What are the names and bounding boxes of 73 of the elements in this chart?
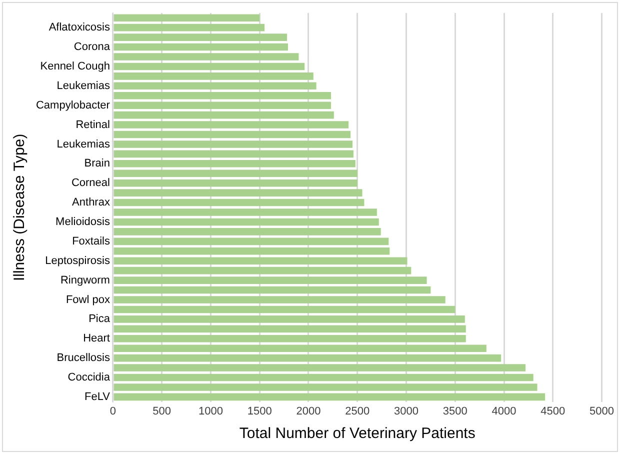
y-tick-label: Ringworm [60,274,110,286]
bar [114,160,356,168]
y-tick-label: Melioidosis [56,216,110,228]
bar [114,364,526,372]
bar [114,82,316,90]
bar [114,53,299,60]
bar [114,24,264,32]
bar [114,266,412,274]
x-tick-label: 1000 [198,405,223,418]
y-tick-label: Corneal [71,177,110,190]
x-tick-label: 1500 [247,405,272,418]
bar [114,140,352,148]
bar [114,198,364,206]
bar [114,276,427,284]
bar [114,62,305,70]
bar [114,130,351,138]
bar [114,14,260,22]
bar [114,121,349,128]
y-tick-label: FeLV [84,390,111,403]
y-tick-label: Pica [88,313,111,326]
bar [114,150,354,158]
bar [114,325,466,333]
bar [114,208,377,216]
bar [114,170,358,178]
y-tick-label: Leukemias [56,138,110,150]
bar [114,316,465,323]
y-tick-label: Campylobacter [36,99,110,112]
x-tick-label: 4500 [540,405,566,418]
y-tick-label: Anthrax [72,196,110,209]
bar [114,384,538,391]
x-tick-label: 500 [152,405,172,418]
bar [114,306,456,314]
bar [114,102,331,109]
bar [114,247,390,255]
y-tick-label: Brucellosis [56,352,110,364]
bar [114,354,502,362]
y-tick-label: Kennel Cough [40,60,110,72]
y-tick-label: Leptospirosis [45,254,110,267]
y-tick-label: Heart [83,332,110,345]
x-tick-label: 0 [110,405,116,418]
bar [114,344,486,352]
x-tick-label: 3500 [442,405,468,418]
bar [114,92,331,100]
y-tick-label: Coccidia [68,372,111,384]
x-tick-label: 4000 [492,405,516,418]
bar [114,218,379,226]
y-tick-label: Aflatoxicosis [48,22,110,34]
bar [114,334,466,342]
y-axis-title: Illness (Disease Type) [11,134,28,282]
y-tick-label: Brain [84,158,110,170]
y-tick-label: Retinal [76,118,110,131]
bar [114,238,389,246]
x-tick-label: 2000 [296,405,321,418]
y-tick-label: Leukemias [56,80,110,92]
x-axis-title: Total Number of Veterinary Patients [239,425,476,442]
x-tick-label: 5000 [590,405,614,418]
bar [114,34,287,41]
y-tick-label: Corona [74,41,111,54]
bar [114,189,362,196]
x-tick-label: 3000 [394,405,418,418]
bar [114,257,408,265]
bar [114,179,358,187]
y-tick-label: Fowl pox [66,294,110,306]
bar [114,286,431,294]
bar [114,72,314,80]
bar [114,228,381,236]
x-tick-label: 2500 [345,405,370,418]
bar [114,296,446,304]
bar [114,111,334,119]
bar [114,43,288,51]
bar [114,393,546,401]
bar [114,374,534,382]
y-tick-label: Foxtails [72,235,110,248]
